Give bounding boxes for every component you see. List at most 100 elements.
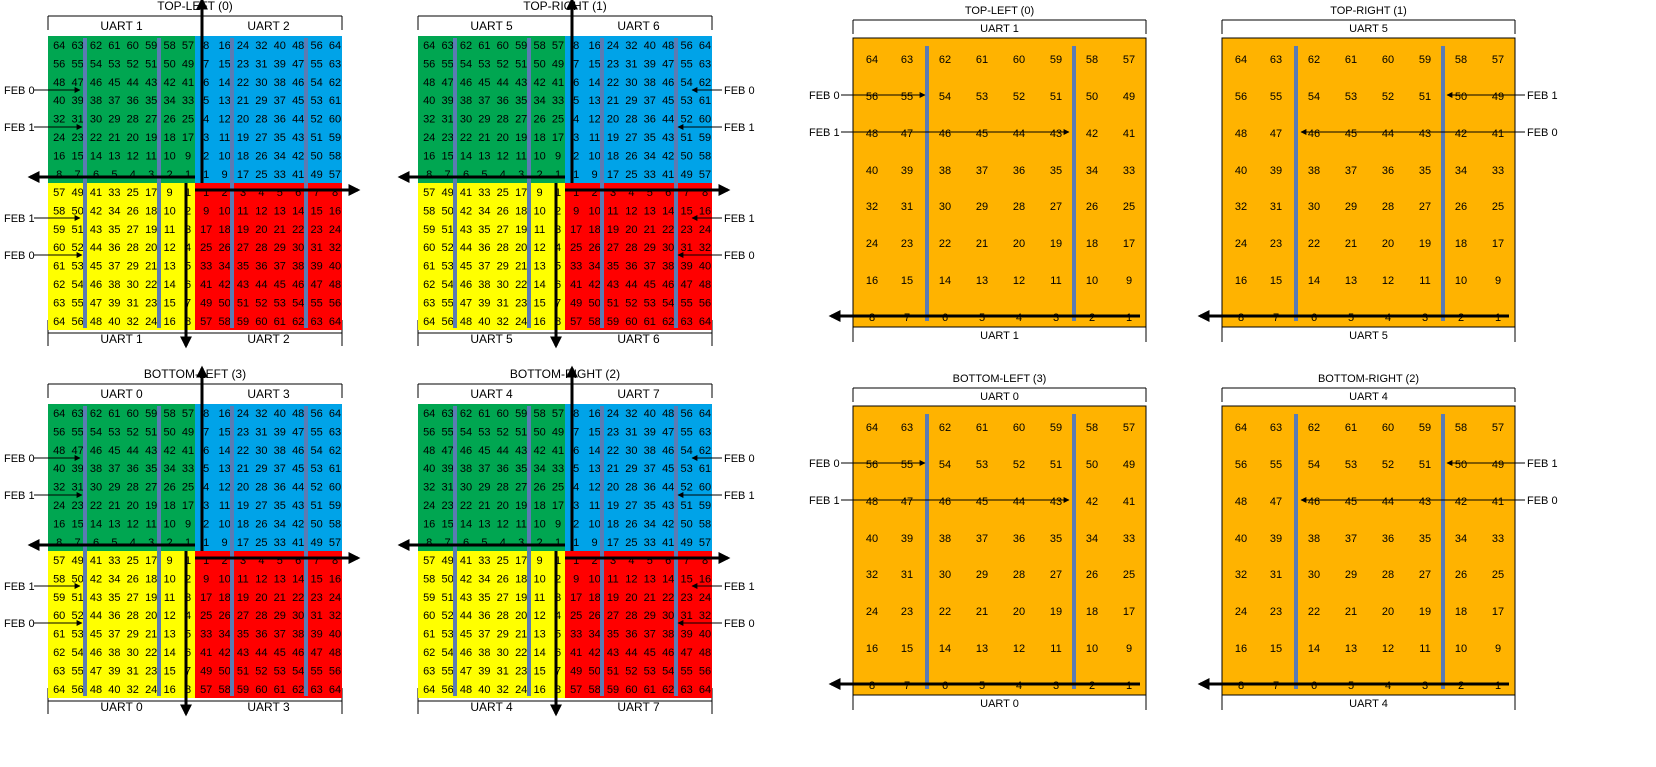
channel-number: 12: [497, 518, 509, 530]
channel-number: 35: [237, 629, 249, 641]
channel-number: 58: [218, 316, 230, 328]
channel-number: 33: [478, 187, 490, 199]
channel-number: 41: [200, 279, 212, 291]
channel-number: 23: [145, 297, 157, 309]
channel-number: 62: [699, 77, 711, 89]
channel-number: 27: [1419, 201, 1431, 213]
channel-number: 38: [478, 647, 490, 659]
channel-number: 60: [53, 610, 65, 622]
quad-title: BOTTOM-RIGHT (2): [1318, 373, 1419, 385]
channel-number: 35: [607, 261, 619, 273]
channel-number: 33: [552, 95, 564, 107]
channel-number: 33: [1492, 165, 1504, 177]
channel-number: 22: [939, 238, 951, 250]
channel-number: 44: [662, 114, 674, 126]
channel-number: 38: [939, 165, 951, 177]
channel-number: 37: [274, 95, 286, 107]
channel-number: 48: [423, 77, 435, 89]
channel-number: 34: [108, 573, 120, 585]
channel-number: 36: [1013, 533, 1025, 545]
channel-number: 60: [1382, 422, 1394, 434]
feb-label: FEB 1: [724, 581, 755, 593]
channel-number: 5: [647, 187, 653, 199]
channel-number: 38: [478, 279, 490, 291]
channel-number: 57: [53, 555, 65, 567]
feb-label: FEB 1: [809, 495, 840, 507]
channel-number: 63: [1270, 422, 1282, 434]
channel-number: 34: [644, 518, 656, 530]
channel-number: 46: [292, 445, 304, 457]
channel-number: 54: [680, 77, 692, 89]
channel-number: 21: [976, 606, 988, 618]
channel-number: 64: [329, 684, 341, 696]
channel-number: 22: [607, 445, 619, 457]
channel-number: 58: [329, 518, 341, 530]
channel-number: 34: [478, 573, 490, 585]
channel-number: 40: [274, 40, 286, 52]
channel-number: 32: [423, 482, 435, 494]
channel-number: 49: [1123, 91, 1135, 103]
channel-number: 6: [1311, 680, 1317, 692]
channel-number: 50: [71, 205, 83, 217]
channel-number: 7: [555, 297, 561, 309]
channel-number: 26: [255, 518, 267, 530]
channel-number: 47: [662, 58, 674, 70]
channel-number: 62: [662, 684, 674, 696]
channel-number: 10: [533, 205, 545, 217]
channel-number: 1: [573, 169, 579, 181]
channel-number: 28: [1382, 569, 1394, 581]
channel-number: 53: [680, 463, 692, 475]
channel-number: 44: [255, 279, 267, 291]
channel-block-red: [565, 183, 712, 330]
channel-number: 39: [108, 297, 120, 309]
channel-number: 25: [552, 114, 564, 126]
channel-number: 20: [497, 500, 509, 512]
channel-number: 64: [423, 40, 435, 52]
channel-number: 21: [644, 224, 656, 236]
channel-number: 1: [203, 555, 209, 567]
channel-number: 39: [108, 665, 120, 677]
channel-number: 29: [127, 261, 139, 273]
channel-number: 51: [1050, 459, 1062, 471]
channel-number: 17: [1492, 606, 1504, 618]
uart-label-bottom-right: UART 7: [617, 700, 660, 714]
channel-number: 8: [573, 40, 579, 52]
channel-number: 20: [1013, 238, 1025, 250]
channel-number: 16: [699, 573, 711, 585]
channel-number: 54: [662, 665, 674, 677]
channel-number: 62: [292, 316, 304, 328]
channel-number: 54: [292, 297, 304, 309]
channel-number: 2: [555, 573, 561, 585]
channel-number: 41: [1492, 496, 1504, 508]
channel-number: 25: [497, 555, 509, 567]
channel-number: 13: [274, 205, 286, 217]
channel-number: 17: [607, 537, 619, 549]
channel-number: 14: [90, 518, 102, 530]
channel-number: 51: [1419, 91, 1431, 103]
quad-title: BOTTOM-LEFT (3): [953, 373, 1047, 385]
channel-number: 46: [460, 445, 472, 457]
channel-number: 41: [1492, 128, 1504, 140]
channel-number: 2: [185, 205, 191, 217]
channel-number: 61: [976, 54, 988, 66]
channel-number: 8: [1238, 312, 1244, 324]
channel-number: 11: [1050, 643, 1061, 655]
channel-number: 30: [497, 647, 509, 659]
channel-number: 37: [644, 629, 656, 641]
channel-number: 20: [237, 114, 249, 126]
channel-number: 26: [127, 573, 139, 585]
channel-number: 41: [570, 279, 582, 291]
channel-number: 2: [1089, 680, 1095, 692]
connector-strip: [1072, 46, 1076, 321]
channel-number: 51: [145, 58, 157, 70]
channel-number: 31: [71, 482, 83, 494]
channel-number: 20: [607, 482, 619, 494]
channel-number: 37: [274, 463, 286, 475]
channel-number: 5: [647, 555, 653, 567]
channel-number: 2: [592, 555, 598, 567]
channel-number: 26: [588, 610, 600, 622]
channel-number: 27: [497, 224, 509, 236]
channel-number: 47: [662, 426, 674, 438]
channel-number: 37: [274, 629, 286, 641]
channel-number: 39: [644, 58, 656, 70]
